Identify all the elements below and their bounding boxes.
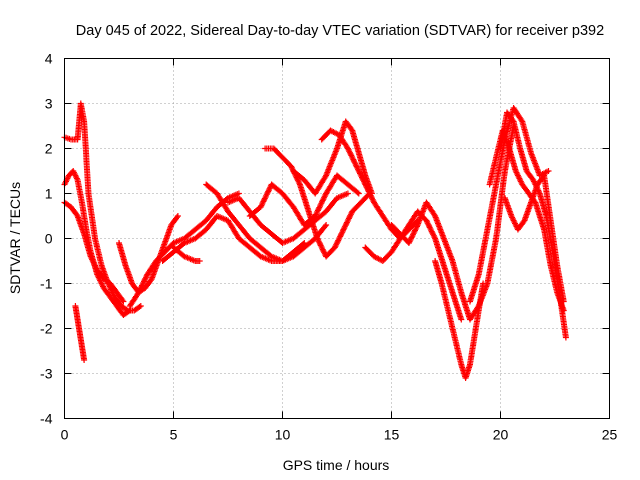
- plus-markers: [72, 303, 88, 363]
- plus-markers: [61, 199, 127, 305]
- y-tick-label: -4: [40, 411, 53, 427]
- series-arc-08: [170, 244, 203, 264]
- x-tick-label: 25: [602, 427, 618, 443]
- x-tick-label: 20: [493, 427, 509, 443]
- y-tick-label: -3: [40, 366, 53, 382]
- series-arc-13: [290, 118, 375, 197]
- series-arc-12: [262, 145, 373, 260]
- y-tick-label: 4: [45, 51, 53, 67]
- plus-markers: [432, 258, 487, 381]
- series-arc-03: [61, 199, 127, 305]
- x-tick-label: 15: [384, 427, 400, 443]
- y-tick-label: 1: [45, 186, 53, 202]
- x-tick-label: 0: [61, 427, 69, 443]
- series-arc-21: [501, 172, 567, 305]
- series-arc-16: [388, 123, 517, 323]
- series-arc-17: [432, 258, 487, 381]
- y-tick-label: 2: [45, 141, 53, 157]
- y-tick-label: 3: [45, 96, 53, 112]
- plus-markers: [290, 118, 375, 197]
- x-tick-label: 5: [170, 427, 178, 443]
- plus-markers: [170, 244, 203, 264]
- plus-markers: [225, 190, 351, 246]
- axis-ticks: 0 5 10 15 20 25 -4 -3 -2 -1 0 1 2 3 4: [40, 51, 617, 443]
- data-points: [61, 100, 569, 381]
- plus-markers: [262, 145, 373, 260]
- y-tick-label: 0: [45, 231, 53, 247]
- y-tick-label: -1: [40, 276, 53, 292]
- y-axis-label: SDTVAR / TECUs: [7, 182, 23, 294]
- series-arc-10: [225, 190, 351, 246]
- plus-markers: [501, 172, 567, 305]
- x-tick-label: 10: [275, 427, 291, 443]
- series-arc-04: [72, 303, 88, 363]
- y-tick-label: -2: [40, 321, 53, 337]
- chart-title: Day 045 of 2022, Sidereal Day-to-day VTE…: [76, 23, 604, 39]
- x-axis-label: GPS time / hours: [283, 457, 390, 473]
- grid-lines: [64, 58, 610, 419]
- plus-markers: [388, 123, 517, 323]
